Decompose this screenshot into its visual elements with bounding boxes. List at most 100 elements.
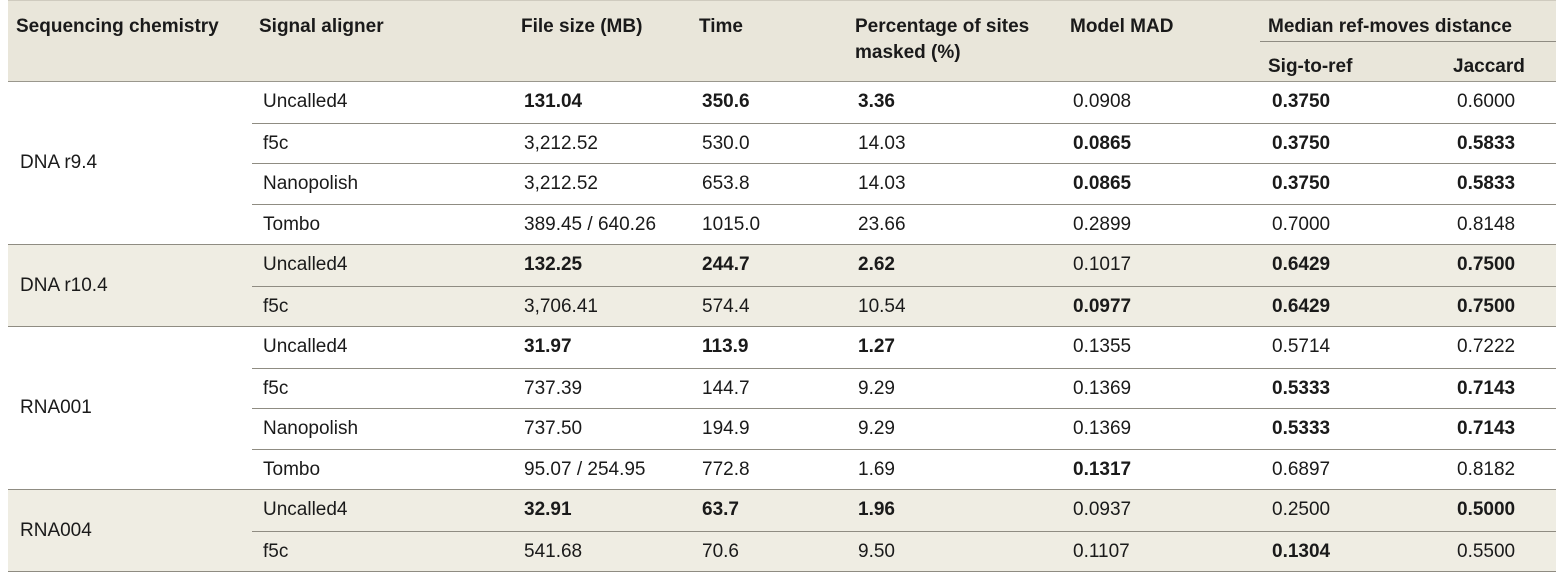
cell-file-size: 132.25 — [524, 254, 583, 275]
cell-percentage-masked: 1.96 — [858, 499, 895, 520]
table-row: Uncalled4 31.97 113.9 1.27 0.1355 0.5714 0.722… — [252, 327, 1556, 367]
cell-time: 574.4 — [702, 295, 750, 317]
cell-time: 530.0 — [702, 132, 750, 154]
cell-time: 653.8 — [702, 173, 750, 194]
cell-sequencing-chemistry: DNA r9.4 — [20, 152, 98, 173]
table-row: f5c 541.68 70.6 9.50 0.1107 0.1304 0.5500 — [252, 530, 1556, 572]
cell-sig-to-ref: 0.6429 — [1272, 295, 1331, 317]
table-body: DNA r9.4 Uncalled4 131.04 350.6 3.36 0.0908 0.… — [8, 82, 1556, 572]
cell-sig-to-ref: 0.6429 — [1272, 254, 1331, 275]
cell-sequencing-chemistry: DNA r10.4 — [20, 274, 108, 296]
table-row: Uncalled4 131.04 350.6 3.36 0.0908 0.3750 0.60… — [252, 82, 1556, 122]
cell-signal-aligner: Tombo — [263, 213, 321, 235]
cell-file-size: 3,212.52 — [524, 173, 598, 194]
cell-model-mad: 0.1107 — [1073, 540, 1130, 562]
cell-jaccard: 0.5833 — [1457, 132, 1516, 154]
cell-percentage-masked: 9.29 — [858, 418, 895, 439]
table-row: Tombo 95.07 / 254.95 772.8 1.69 0.1317 0.6897… — [252, 448, 1556, 490]
table-row: Nanopolish 3,212.52 653.8 14.03 0.0865 0.3750… — [252, 163, 1556, 204]
cell-percentage-masked: 14.03 — [858, 132, 906, 154]
cell-file-size: 389.45 / 640.26 — [524, 213, 657, 235]
cell-percentage-masked: 10.54 — [858, 295, 906, 317]
cell-model-mad: 0.0937 — [1073, 499, 1132, 520]
cell-sig-to-ref: 0.1304 — [1272, 540, 1331, 562]
header-median-ref-moves-distance: Median ref-moves distance — [1268, 16, 1512, 37]
cell-model-mad: 0.1355 — [1073, 336, 1132, 357]
cell-signal-aligner: Uncalled4 — [263, 254, 348, 275]
cell-model-mad: 0.0977 — [1073, 295, 1132, 317]
cell-sequencing-chemistry: RNA001 — [20, 397, 92, 418]
cell-jaccard: 0.7222 — [1457, 336, 1516, 357]
cell-signal-aligner: f5c — [263, 295, 289, 317]
cell-percentage-masked: 1.27 — [858, 336, 895, 357]
cell-time: 772.8 — [702, 458, 750, 480]
cell-time: 350.6 — [702, 91, 750, 112]
header-subgroup-divider — [1260, 41, 1556, 42]
table-header: Sequencing chemistry Signal aligner File… — [8, 0, 1556, 82]
cell-sig-to-ref: 0.5714 — [1272, 336, 1331, 357]
chemistry-group: RNA001 Uncalled4 31.97 113.9 1.27 0.1355 0.571… — [8, 327, 1556, 490]
cell-signal-aligner: f5c — [263, 377, 289, 399]
cell-percentage-masked: 23.66 — [858, 213, 906, 235]
cell-model-mad: 0.1369 — [1073, 377, 1132, 399]
chemistry-group: DNA r9.4 Uncalled4 131.04 350.6 3.36 0.0908 0.… — [8, 82, 1556, 245]
table-row: Tombo 389.45 / 640.26 1015.0 23.66 0.2899 0.7… — [252, 203, 1556, 245]
cell-signal-aligner: f5c — [263, 540, 289, 562]
cell-file-size: 541.68 — [524, 540, 583, 562]
table-row: Nanopolish 737.50 194.9 9.29 0.1369 0.5333 0.7… — [252, 408, 1556, 449]
cell-sig-to-ref: 0.5333 — [1272, 377, 1331, 399]
cell-model-mad: 0.2899 — [1073, 213, 1132, 235]
cell-percentage-masked: 2.62 — [858, 254, 895, 275]
cell-jaccard: 0.5000 — [1457, 499, 1516, 520]
cell-jaccard: 0.7143 — [1457, 418, 1516, 439]
cell-signal-aligner: Uncalled4 — [263, 91, 348, 112]
cell-sig-to-ref: 0.6897 — [1272, 458, 1331, 480]
cell-signal-aligner: Uncalled4 — [263, 499, 348, 520]
cell-file-size: 3,706.41 — [524, 295, 598, 317]
header-jaccard: Jaccard — [1453, 56, 1525, 77]
cell-time: 1015.0 — [702, 213, 761, 235]
cell-jaccard: 0.8148 — [1457, 213, 1516, 235]
cell-jaccard: 0.7143 — [1457, 377, 1516, 399]
cell-percentage-masked: 14.03 — [858, 173, 906, 194]
cell-time: 194.9 — [702, 418, 750, 439]
header-signal-aligner: Signal aligner — [259, 16, 384, 37]
cell-file-size: 95.07 / 254.95 — [524, 458, 646, 480]
chemistry-group: RNA004 Uncalled4 32.91 63.7 1.96 0.0937 0.2500… — [8, 490, 1556, 572]
cell-file-size: 737.50 — [524, 418, 583, 439]
header-percentage-masked-line2: masked (%) — [855, 42, 961, 63]
cell-file-size: 3,212.52 — [524, 132, 598, 154]
cell-sig-to-ref: 0.2500 — [1272, 499, 1331, 520]
header-percentage-masked-line1: Percentage of sites — [855, 16, 1030, 37]
cell-percentage-masked: 3.36 — [858, 91, 895, 112]
cell-signal-aligner: Tombo — [263, 458, 321, 480]
chemistry-group: DNA r10.4 Uncalled4 132.25 244.7 2.62 0.1017 0… — [8, 245, 1556, 327]
cell-file-size: 737.39 — [524, 377, 583, 399]
cell-signal-aligner: f5c — [263, 132, 289, 154]
cell-signal-aligner: Uncalled4 — [263, 336, 348, 357]
cell-time: 63.7 — [702, 499, 739, 520]
cell-time: 113.9 — [702, 336, 749, 357]
results-table: Sequencing chemistry Signal aligner File… — [8, 0, 1556, 572]
cell-jaccard: 0.5833 — [1457, 173, 1516, 194]
cell-sig-to-ref: 0.3750 — [1272, 91, 1331, 112]
cell-time: 70.6 — [702, 540, 739, 562]
cell-model-mad: 0.0865 — [1073, 173, 1132, 194]
table-row: f5c 3,706.41 574.4 10.54 0.0977 0.6429 0.7500 — [252, 285, 1556, 327]
header-model-mad: Model MAD — [1070, 16, 1174, 37]
cell-model-mad: 0.0865 — [1073, 132, 1132, 154]
cell-jaccard: 0.8182 — [1457, 458, 1516, 480]
header-sig-to-ref: Sig-to-ref — [1268, 56, 1353, 77]
cell-sig-to-ref: 0.3750 — [1272, 132, 1331, 154]
cell-percentage-masked: 9.50 — [858, 540, 895, 562]
cell-sig-to-ref: 0.3750 — [1272, 173, 1331, 194]
header-file-size: File size (MB) — [521, 16, 643, 37]
cell-model-mad: 0.0908 — [1073, 91, 1132, 112]
cell-percentage-masked: 1.69 — [858, 458, 895, 480]
header-time: Time — [699, 16, 744, 37]
cell-sig-to-ref: 0.5333 — [1272, 418, 1331, 439]
header-sequencing-chemistry: Sequencing chemistry — [16, 16, 219, 37]
cell-percentage-masked: 9.29 — [858, 377, 895, 399]
table-row: f5c 3,212.52 530.0 14.03 0.0865 0.3750 0.5833 — [252, 122, 1556, 164]
cell-jaccard: 0.7500 — [1457, 254, 1516, 275]
